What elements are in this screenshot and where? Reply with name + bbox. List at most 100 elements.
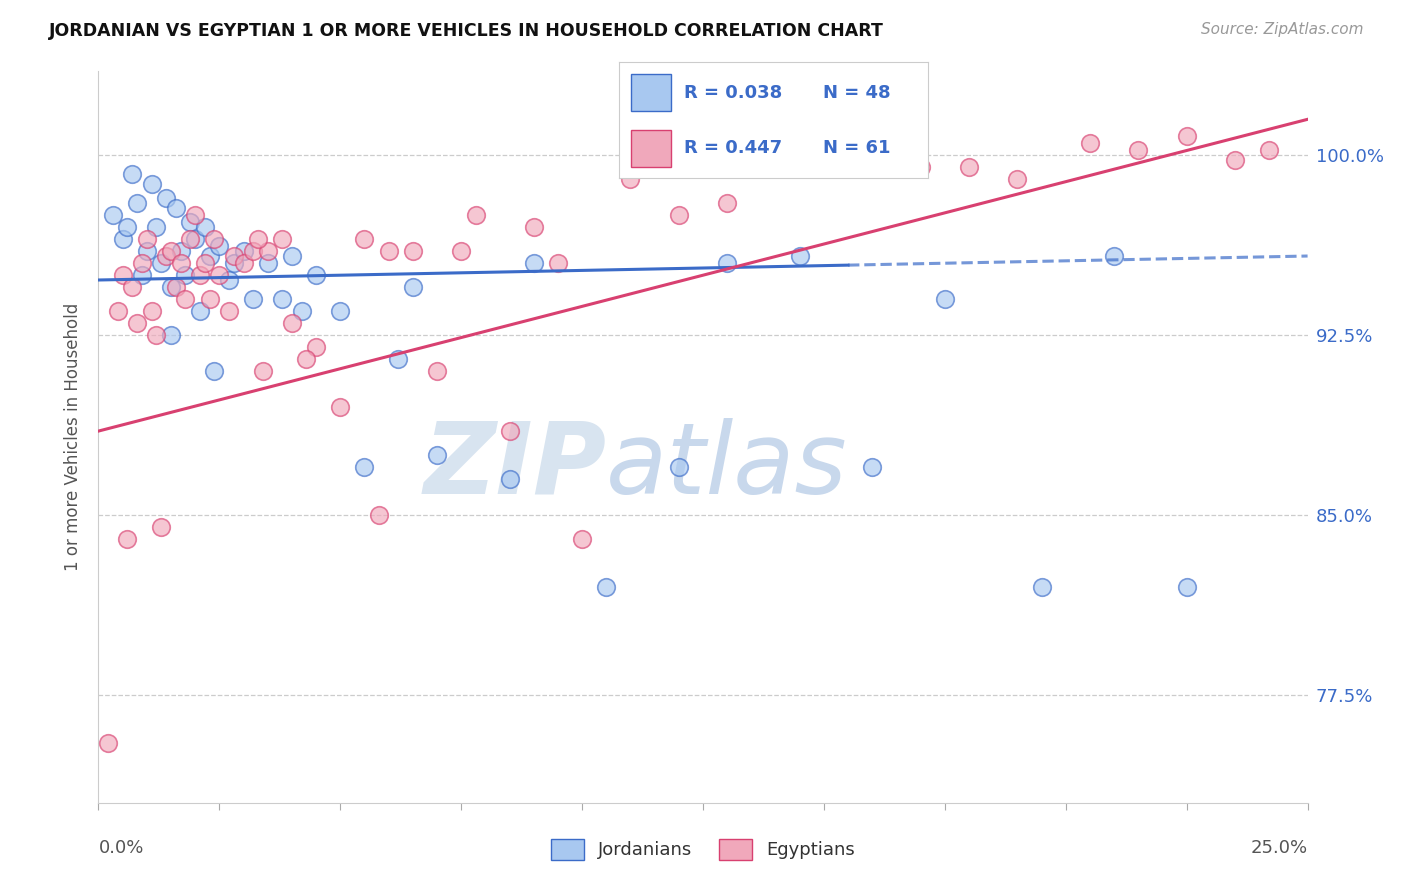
Point <box>281 249 304 263</box>
Point <box>547 256 569 270</box>
Point <box>247 232 270 246</box>
Point <box>131 268 153 283</box>
Point <box>127 196 149 211</box>
Point <box>121 280 143 294</box>
Point <box>934 292 956 306</box>
Point <box>402 280 425 294</box>
Point <box>426 364 449 378</box>
Point <box>368 508 391 522</box>
Text: N = 48: N = 48 <box>823 84 890 102</box>
Bar <box>631 129 671 167</box>
Point <box>160 244 183 259</box>
Point <box>135 244 157 259</box>
Point <box>169 244 191 259</box>
Text: R = 0.447: R = 0.447 <box>683 139 782 157</box>
Point <box>204 364 226 378</box>
Text: atlas: atlas <box>606 417 848 515</box>
Point <box>155 191 177 205</box>
Point <box>117 220 139 235</box>
Point <box>295 352 318 367</box>
Point <box>498 472 520 486</box>
Point <box>387 352 409 367</box>
Text: Source: ZipAtlas.com: Source: ZipAtlas.com <box>1201 22 1364 37</box>
Point <box>194 220 217 235</box>
Point <box>174 268 197 283</box>
Point <box>97 736 120 750</box>
Point <box>160 280 183 294</box>
Point <box>179 232 201 246</box>
Point <box>271 292 294 306</box>
Point <box>329 400 352 414</box>
Point <box>150 520 173 534</box>
Point <box>329 304 352 318</box>
Point <box>498 424 520 438</box>
Point <box>1175 129 1198 144</box>
Point <box>141 304 163 318</box>
Text: N = 61: N = 61 <box>823 139 890 157</box>
Point <box>1175 580 1198 594</box>
Point <box>127 316 149 330</box>
Point <box>188 304 211 318</box>
Text: R = 0.038: R = 0.038 <box>683 84 782 102</box>
Point <box>860 460 883 475</box>
Point <box>450 244 472 259</box>
Point <box>426 448 449 462</box>
Point <box>305 268 328 283</box>
Point <box>813 161 835 175</box>
Point <box>208 239 231 253</box>
Bar <box>631 74 671 112</box>
Point <box>135 232 157 246</box>
Point <box>523 220 546 235</box>
Text: 25.0%: 25.0% <box>1250 838 1308 857</box>
Point <box>145 328 167 343</box>
Point <box>305 340 328 354</box>
Point <box>121 168 143 182</box>
Point <box>160 328 183 343</box>
Point <box>353 232 375 246</box>
Point <box>377 244 399 259</box>
Point <box>198 292 221 306</box>
Y-axis label: 1 or more Vehicles in Household: 1 or more Vehicles in Household <box>65 303 83 571</box>
Point <box>252 364 274 378</box>
Point <box>1031 580 1053 594</box>
Point <box>218 273 240 287</box>
Point <box>218 304 240 318</box>
Point <box>117 532 139 546</box>
Point <box>571 532 593 546</box>
Point <box>165 201 187 215</box>
Point <box>595 580 617 594</box>
Point <box>1078 136 1101 151</box>
Point <box>1128 144 1150 158</box>
Legend: Jordanians, Egyptians: Jordanians, Egyptians <box>544 831 862 867</box>
Point <box>1007 172 1029 186</box>
Point <box>281 316 304 330</box>
Point <box>198 249 221 263</box>
Text: JORDANIAN VS EGYPTIAN 1 OR MORE VEHICLES IN HOUSEHOLD CORRELATION CHART: JORDANIAN VS EGYPTIAN 1 OR MORE VEHICLES… <box>49 22 884 40</box>
Point <box>101 208 124 222</box>
Point <box>464 208 486 222</box>
Point <box>242 244 264 259</box>
Point <box>1223 153 1246 167</box>
Point <box>1102 249 1125 263</box>
Point <box>141 177 163 191</box>
Point <box>910 161 932 175</box>
Point <box>619 172 641 186</box>
Point <box>184 208 207 222</box>
Point <box>204 232 226 246</box>
Point <box>353 460 375 475</box>
Point <box>668 460 690 475</box>
Point <box>232 256 254 270</box>
Text: 0.0%: 0.0% <box>98 838 143 857</box>
Point <box>716 256 738 270</box>
Point <box>668 208 690 222</box>
Point <box>242 292 264 306</box>
Point <box>271 232 294 246</box>
Point <box>111 268 134 283</box>
Point <box>232 244 254 259</box>
Point <box>837 161 859 175</box>
Point <box>1257 144 1279 158</box>
Point <box>188 268 211 283</box>
Point <box>957 161 980 175</box>
Point <box>169 256 191 270</box>
Point <box>523 256 546 270</box>
